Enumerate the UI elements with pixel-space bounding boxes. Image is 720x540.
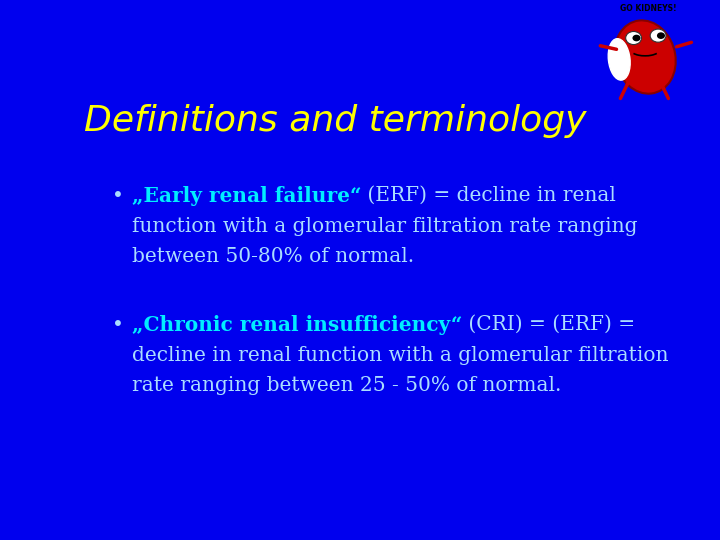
Text: „Chronic renal insufficiency“: „Chronic renal insufficiency“ <box>132 315 462 335</box>
Text: Definitions and terminology: Definitions and terminology <box>84 104 587 138</box>
Text: (CRI) = (ERF) =: (CRI) = (ERF) = <box>462 315 635 334</box>
Text: (ERF) = decline in renal: (ERF) = decline in renal <box>361 186 616 205</box>
Text: between 50-80% of normal.: between 50-80% of normal. <box>132 247 414 266</box>
Text: •: • <box>112 315 124 334</box>
Text: decline in renal function with a glomerular filtration: decline in renal function with a glomeru… <box>132 346 668 365</box>
Text: function with a glomerular filtration rate ranging: function with a glomerular filtration ra… <box>132 217 637 235</box>
Text: „Early renal failure“: „Early renal failure“ <box>132 186 361 206</box>
Text: GO KIDNEYS!: GO KIDNEYS! <box>620 4 676 12</box>
Circle shape <box>626 31 642 44</box>
Circle shape <box>657 32 665 39</box>
Ellipse shape <box>615 21 675 93</box>
Text: rate ranging between 25 - 50% of normal.: rate ranging between 25 - 50% of normal. <box>132 376 561 395</box>
Text: •: • <box>112 186 124 205</box>
Circle shape <box>632 35 641 42</box>
Circle shape <box>650 29 666 42</box>
Ellipse shape <box>608 39 630 80</box>
